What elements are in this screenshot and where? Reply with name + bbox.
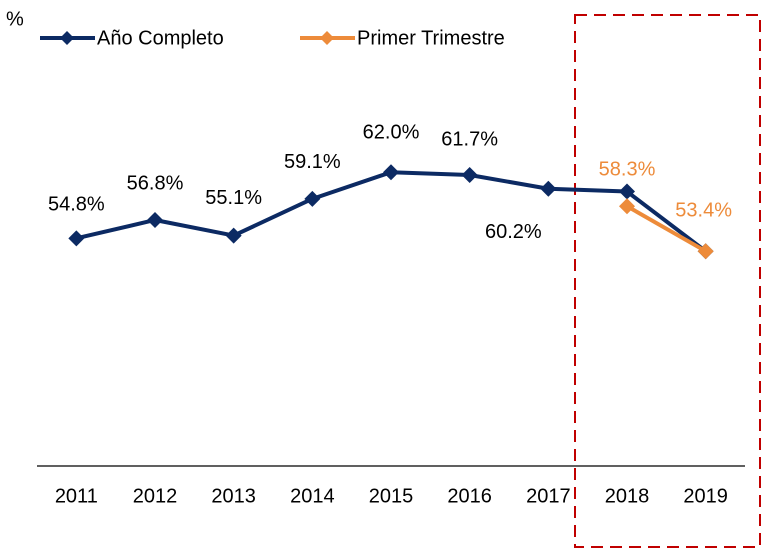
- data-label: 56.8%: [127, 172, 184, 194]
- data-label: 59.1%: [284, 151, 341, 173]
- data-label: 62.0%: [363, 122, 420, 144]
- x-tick-label: 2017: [526, 485, 571, 507]
- data-label: 55.1%: [205, 187, 262, 209]
- data-point: [225, 227, 242, 244]
- x-tick-label: 2011: [55, 485, 98, 507]
- data-point: [461, 166, 478, 183]
- x-tick-label: 2016: [447, 485, 492, 507]
- data-label: 53.4%: [675, 199, 732, 221]
- x-tick-label: 2012: [133, 485, 178, 507]
- legend-label: Primer Trimestre: [357, 27, 505, 49]
- data-point: [540, 180, 557, 197]
- data-point: [619, 198, 635, 215]
- x-tick-label: 2018: [605, 485, 650, 507]
- legend-marker: [320, 31, 334, 45]
- legend-label: Año Completo: [97, 27, 224, 49]
- data-point: [304, 190, 321, 207]
- data-label: 58.3%: [599, 158, 656, 180]
- x-tick-label: 2015: [369, 485, 414, 507]
- data-label: 54.8%: [48, 194, 105, 216]
- data-point: [68, 230, 85, 247]
- y-axis-label: %: [6, 8, 24, 30]
- data-label: 60.2%: [485, 221, 542, 243]
- x-tick-label: 2014: [290, 485, 335, 507]
- data-point: [619, 183, 635, 200]
- data-label: 61.7%: [441, 128, 498, 150]
- data-point: [147, 211, 163, 228]
- legend-marker: [60, 31, 74, 45]
- x-tick-label: 2019: [683, 485, 728, 507]
- highlight-box: [574, 14, 761, 548]
- data-point: [697, 243, 714, 260]
- series-line: [626, 204, 707, 253]
- x-tick-label: 2013: [211, 485, 256, 507]
- data-point: [383, 164, 399, 181]
